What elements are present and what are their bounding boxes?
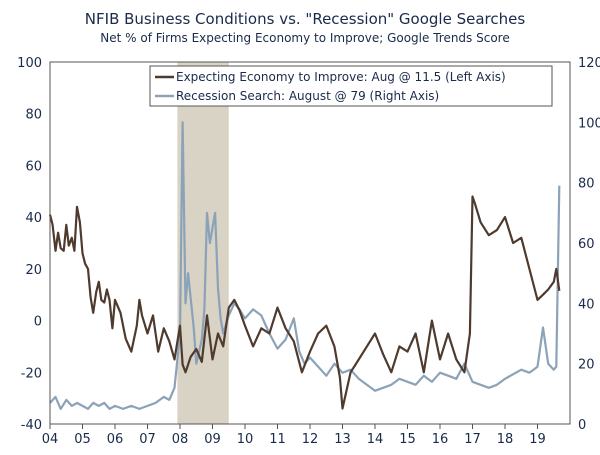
series-line-nfib-expectations (48, 195, 561, 410)
left-axis-tick-label: -40 (21, 418, 42, 433)
right-axis-tick-label: 120 (578, 56, 600, 71)
right-axis-tick-label: 40 (578, 297, 595, 312)
right-axis-tick-label: 60 (578, 237, 595, 252)
x-tick-label: 16 (432, 432, 449, 447)
x-tick-label: 07 (139, 432, 156, 447)
legend-label-nfib: Expecting Economy to Improve: Aug @ 11.5… (176, 70, 506, 84)
x-tick-label: 08 (172, 432, 189, 447)
legend: Expecting Economy to Improve: Aug @ 11.5… (149, 65, 553, 107)
x-tick-label: 06 (107, 432, 124, 447)
left-axis-tick-label: 60 (25, 159, 42, 174)
left-axis-tick-label: 80 (25, 108, 42, 123)
right-axis-tick-label: 100 (578, 116, 600, 131)
left-axis-tick-label: -20 (21, 366, 42, 381)
chart-title: NFIB Business Conditions vs. "Recession"… (85, 10, 526, 28)
right-axis: 120 100 80 60 40 20 0 (578, 56, 600, 433)
x-tick-label: 19 (529, 432, 546, 447)
recession-shading (177, 62, 229, 424)
x-tick-label: 17 (464, 432, 481, 447)
x-tick-label: 15 (399, 432, 416, 447)
legend-label-recession: Recession Search: August @ 79 (Right Axi… (176, 89, 439, 103)
x-tick-label: 09 (204, 432, 221, 447)
legend-box (149, 65, 553, 107)
x-axis: 04 05 06 07 08 09 10 11 12 13 14 15 16 17 18 19 (42, 424, 546, 447)
x-tick-label: 10 (237, 432, 254, 447)
plot-frame (49, 61, 571, 425)
x-tick-label: 13 (334, 432, 351, 447)
x-tick-label: 11 (269, 432, 286, 447)
left-axis: 100 80 60 40 20 0 -20 -40 (17, 56, 42, 433)
left-axis-tick-label: 20 (25, 263, 42, 278)
x-tick-label: 05 (74, 432, 91, 447)
x-tick-label: 18 (497, 432, 514, 447)
series-line-recession-search (49, 121, 561, 410)
x-tick-label: 12 (302, 432, 319, 447)
shade-layer (177, 62, 229, 424)
series-layer (48, 121, 561, 410)
right-axis-tick-label: 0 (578, 418, 586, 433)
left-axis-tick-label: 40 (25, 211, 42, 226)
x-tick-label: 04 (42, 432, 59, 447)
right-axis-tick-label: 20 (578, 358, 595, 373)
chart-subtitle: Net % of Firms Expecting Economy to Impr… (100, 31, 509, 45)
x-tick-label: 14 (367, 432, 384, 447)
left-axis-tick-label: 0 (34, 315, 42, 330)
left-axis-tick-label: 100 (17, 56, 42, 71)
right-axis-tick-label: 80 (578, 177, 595, 192)
